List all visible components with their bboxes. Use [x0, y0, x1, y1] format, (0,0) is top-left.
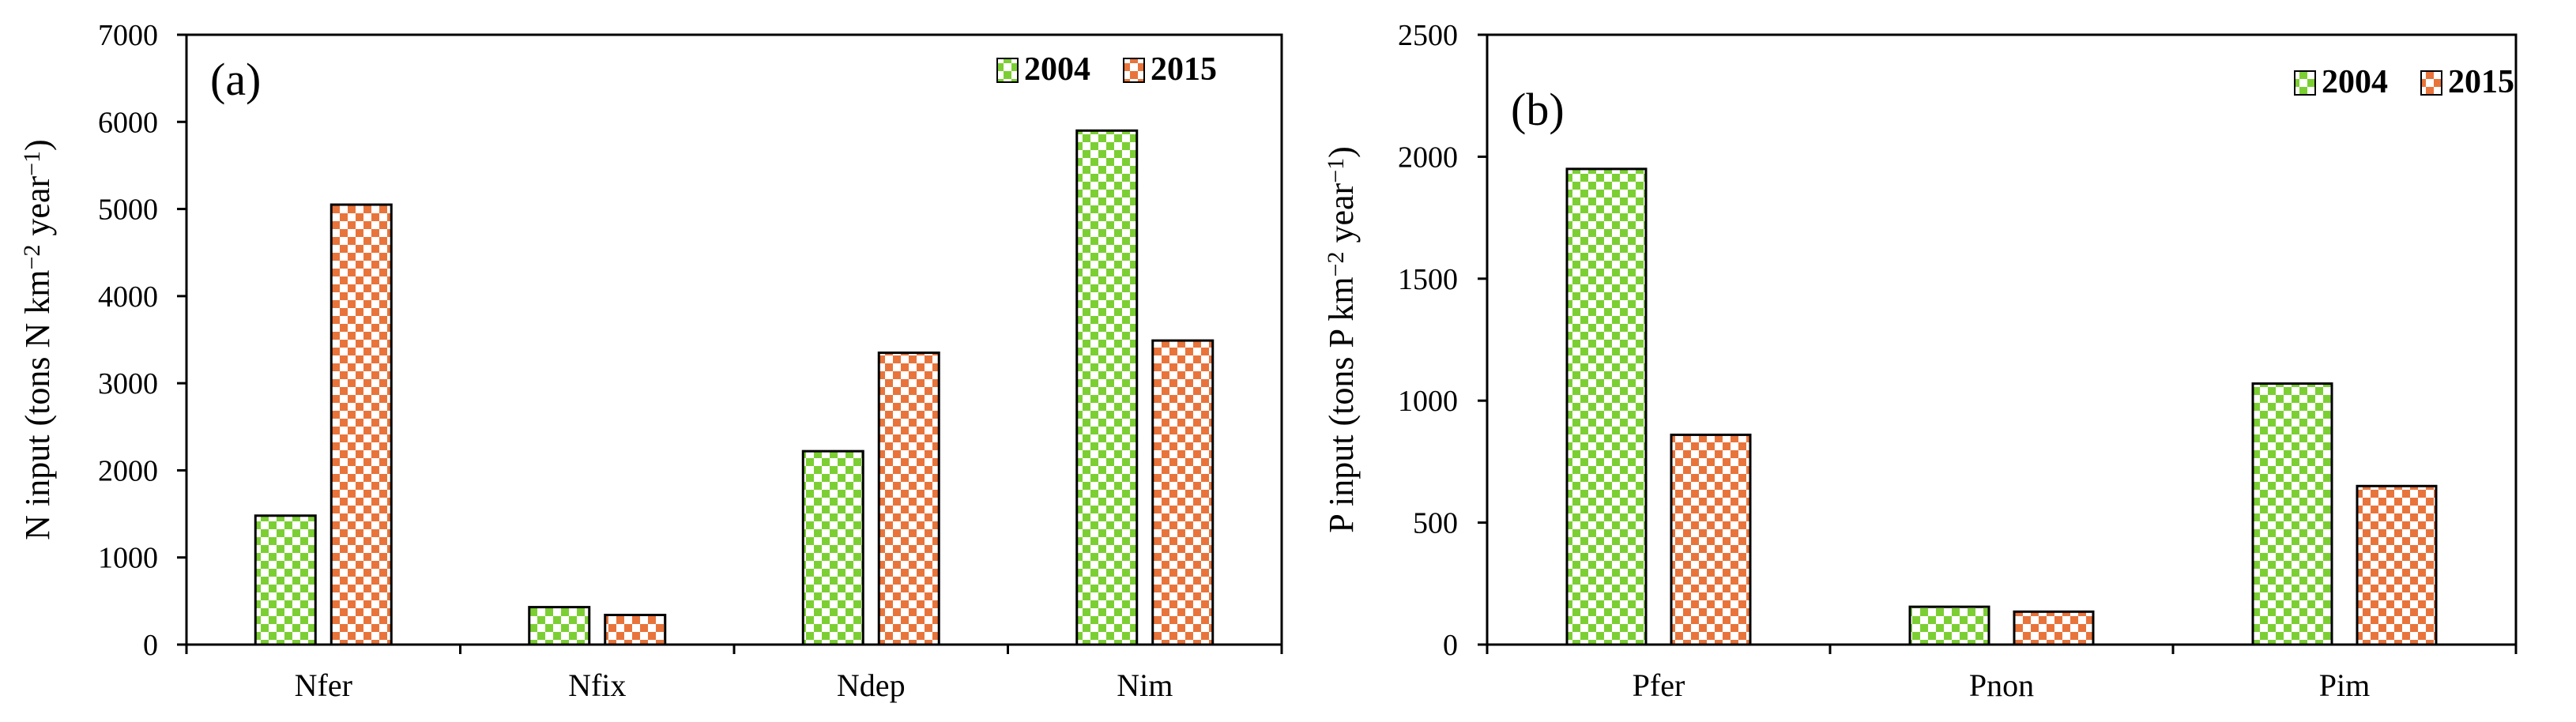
chart-panel-a: 0 1000 2000 3000 4000 5000 6000 7000 Nfer Nfix Nde…	[18, 19, 1283, 703]
y-tick-label: 0	[143, 629, 158, 662]
y-tick-label: 6000	[98, 106, 158, 139]
bar-2004-pim	[2251, 382, 2333, 646]
panel-label: (a)	[210, 54, 261, 105]
y-tick-label: 5000	[98, 194, 158, 227]
plot-frame	[1486, 33, 2518, 646]
x-tick-label-ndep: Ndep	[837, 667, 906, 703]
y-tick-label: 0	[1443, 629, 1458, 662]
x-tick-label-nim: Nim	[1117, 667, 1173, 703]
y-axis-title-part: N input (tons N km	[18, 269, 57, 540]
legend-swatch-2015	[1123, 58, 1145, 83]
x-tick-label-nfix: Nfix	[568, 667, 626, 703]
legend-label-2015: 2015	[2448, 64, 2514, 100]
bar-2015-nfer	[330, 203, 393, 646]
bar-2015-nim	[1151, 339, 1215, 646]
y-axis-title-superscript: −1	[1323, 158, 1349, 183]
legend-swatch-2015	[2420, 70, 2442, 96]
y-axis-title-part: year	[18, 176, 57, 245]
y-tick-label: 2500	[1398, 19, 1458, 52]
y-tick-label: 1000	[98, 542, 158, 575]
legend-swatch-2004	[2294, 70, 2316, 96]
y-axis-title-superscript: −2	[1323, 252, 1349, 277]
y-axis-title-part: )	[18, 139, 57, 151]
bar-2015-pfer	[1670, 433, 1752, 646]
y-axis-title-superscript: −1	[19, 151, 45, 176]
y-tick-label: 3000	[98, 367, 158, 400]
panel-label: (b)	[1511, 84, 1565, 135]
x-tick-label-pim: Pim	[2319, 667, 2370, 703]
bar-2015-nfix	[604, 614, 667, 646]
x-tick-label-pnon: Pnon	[1969, 667, 2034, 703]
y-tick-label: 500	[1413, 507, 1458, 540]
bar-2004-pnon	[1908, 605, 1990, 646]
x-tick-label-nfer: Nfer	[295, 667, 352, 703]
y-axis-title-part: )	[1322, 146, 1361, 158]
bar-2004-nim	[1075, 129, 1139, 646]
y-tick-label: 1000	[1398, 385, 1458, 418]
legend-label-2004: 2004	[2322, 64, 2388, 100]
y-tick-label: 4000	[98, 280, 158, 314]
bar-2004-pfer	[1565, 167, 1648, 646]
bar-2015-pim	[2356, 484, 2438, 646]
y-axis-title-part: year	[1322, 182, 1361, 251]
y-axis-title-superscript: −2	[19, 245, 45, 270]
legend-swatch-2004	[996, 58, 1019, 83]
legend-label-2015: 2015	[1151, 51, 1217, 88]
bar-2015-ndep	[877, 352, 940, 646]
y-tick-label: 1500	[1398, 263, 1458, 296]
bar-2004-nfix	[528, 606, 591, 646]
y-tick-label: 2000	[98, 454, 158, 487]
x-tick-label-pfer: Pfer	[1633, 667, 1685, 703]
y-tick-label: 2000	[1398, 141, 1458, 174]
chart-panel-b: 0 500 1000 1500 2000 2500 Pfer Pnon Pim P input (…	[1322, 19, 2518, 703]
bar-2015-pnon	[2013, 610, 2095, 646]
legend-label-2004: 2004	[1024, 51, 1090, 88]
y-axis-title: N input (tons N km−2 year−1)	[18, 139, 57, 540]
bar-2004-ndep	[801, 449, 864, 646]
y-axis-title-part: P input (tons P km	[1322, 276, 1361, 532]
y-tick-label: 7000	[98, 19, 158, 52]
y-axis-title: P input (tons P km−2 year−1)	[1322, 146, 1361, 533]
bar-2004-nfer	[254, 514, 317, 646]
